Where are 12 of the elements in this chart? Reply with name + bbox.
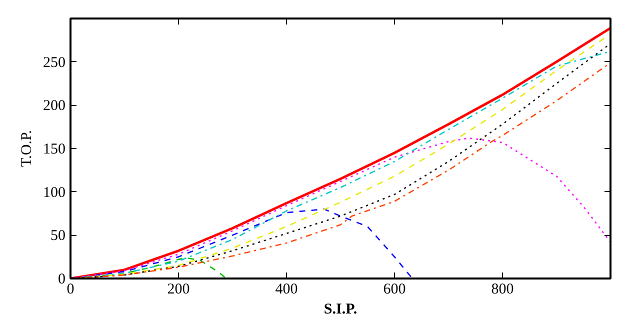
y-tick-label: 250 xyxy=(43,54,66,71)
y-tick-label: 50 xyxy=(50,228,66,244)
x-tick-label: 600 xyxy=(383,282,406,298)
x-tick-label: 400 xyxy=(275,282,298,298)
y-tick-label: 150 xyxy=(43,142,66,158)
x-tick-label: 200 xyxy=(167,282,190,298)
y-tick-label: 100 xyxy=(43,184,66,201)
x-axis-title: S.I.P. xyxy=(324,302,358,318)
x-tick-label: 800 xyxy=(491,282,514,298)
y-tick-label: 0 xyxy=(58,272,66,288)
y-tick-label: 200 xyxy=(43,98,66,114)
y-axis-title: T.O.P. xyxy=(19,130,35,167)
